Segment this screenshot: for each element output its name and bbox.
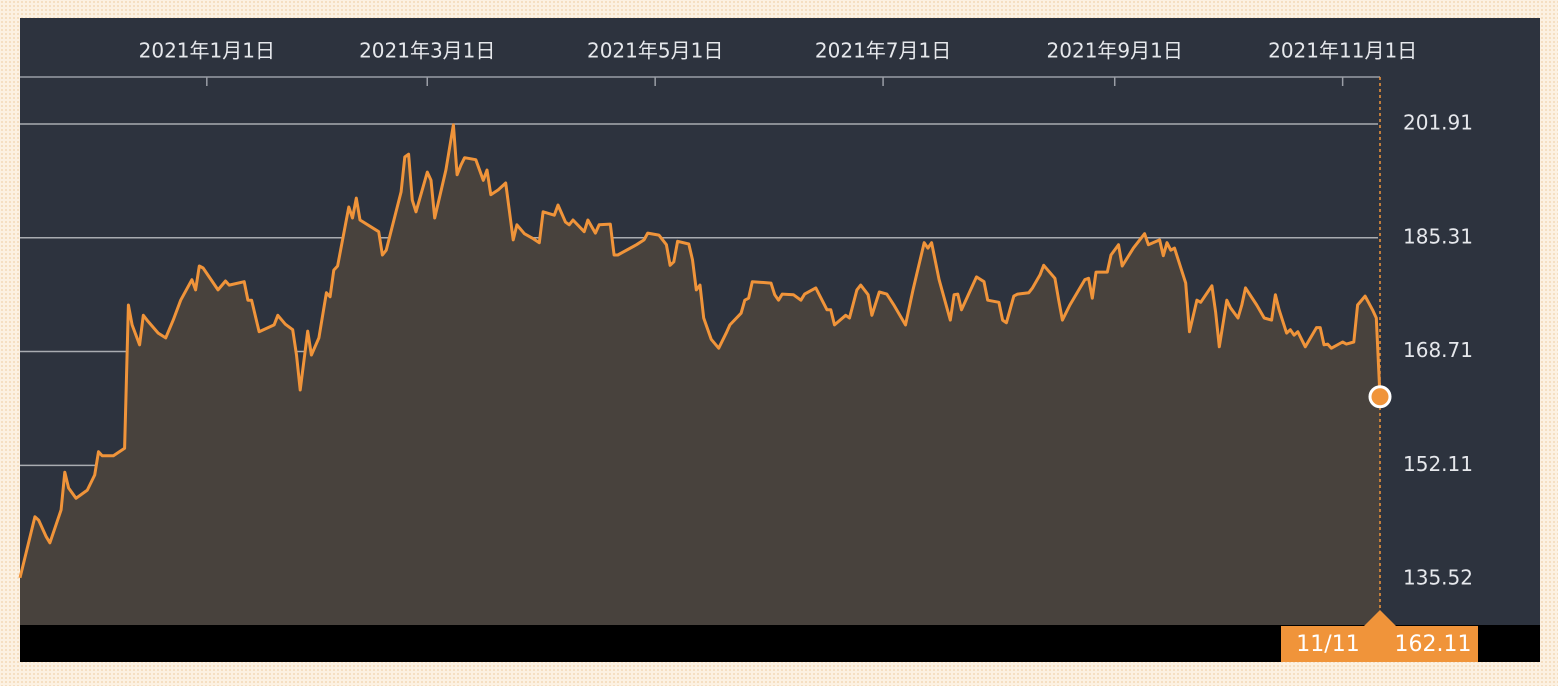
callout-box xyxy=(1281,626,1478,662)
x-tick-label: 2021年3月1日 xyxy=(359,39,495,63)
y-tick-label: 185.31 xyxy=(1403,224,1473,248)
callout-date: 11/11 xyxy=(1296,632,1359,657)
last-point xyxy=(1368,385,1392,409)
y-tick-label: 201.91 xyxy=(1403,111,1473,135)
x-tick-label: 2021年5月1日 xyxy=(587,39,723,63)
x-tick-label: 2021年1月1日 xyxy=(139,39,275,63)
y-tick-label: 135.52 xyxy=(1403,566,1473,590)
callout-pointer xyxy=(1364,610,1396,626)
x-tick-label: 2021年7月1日 xyxy=(815,39,951,63)
x-tick-label: 2021年11月1日 xyxy=(1268,39,1417,63)
y-tick-label: 168.71 xyxy=(1403,338,1473,362)
price-line xyxy=(18,123,1382,579)
x-tick-label: 2021年9月1日 xyxy=(1047,39,1183,63)
callout-value: 162.11 xyxy=(1395,632,1472,657)
cursor-callout: 11/11 162.11 xyxy=(1281,610,1478,662)
y-tick-label: 152.11 xyxy=(1403,452,1473,476)
area xyxy=(20,124,1380,626)
